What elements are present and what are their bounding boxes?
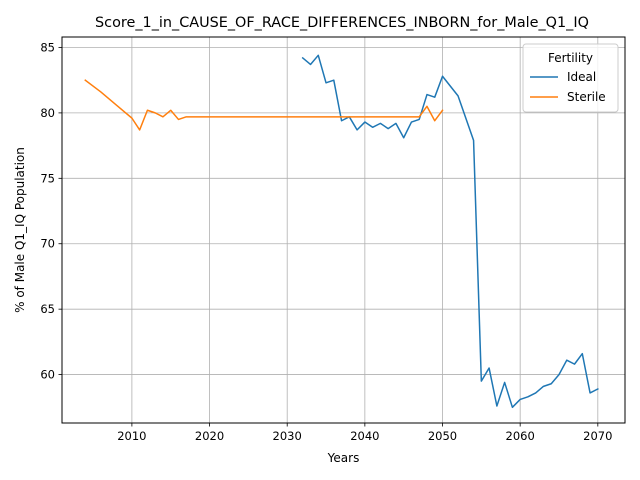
y-tick-label: 80: [40, 106, 55, 120]
y-tick-label: 65: [40, 302, 55, 316]
x-tick-label: 2060: [506, 429, 535, 443]
legend-label-ideal: Ideal: [567, 70, 596, 84]
y-tick-label: 70: [40, 237, 55, 251]
x-tick-label: 2030: [273, 429, 302, 443]
legend: Fertility Ideal Sterile: [522, 43, 619, 113]
legend-title: Fertility: [548, 51, 593, 65]
legend-box: [522, 43, 619, 113]
axis-ticks: 2010 2020 2030 2040 2050 2060 2070 60 65 70 75 80 85: [40, 40, 612, 443]
legend-label-sterile: Sterile: [567, 90, 606, 104]
grid-lines: [62, 37, 625, 423]
x-tick-label: 2070: [583, 429, 612, 443]
chart-title: Score_1_in_CAUSE_OF_RACE_DIFFERENCES_INB…: [95, 15, 589, 31]
plot-frame: [61, 36, 626, 424]
y-tick-label: 85: [40, 40, 55, 54]
series-line-sterile: [84, 79, 444, 131]
y-axis-label: % of Male Q1_IQ Population: [13, 147, 27, 313]
y-tick-label: 60: [40, 368, 55, 382]
plot-series: [84, 54, 599, 409]
y-tick-label: 75: [40, 171, 55, 185]
x-tick-label: 2040: [350, 429, 379, 443]
x-tick-label: 2050: [428, 429, 457, 443]
x-axis-label: Years: [327, 451, 360, 465]
x-tick-label: 2010: [117, 429, 146, 443]
x-tick-label: 2020: [195, 429, 224, 443]
